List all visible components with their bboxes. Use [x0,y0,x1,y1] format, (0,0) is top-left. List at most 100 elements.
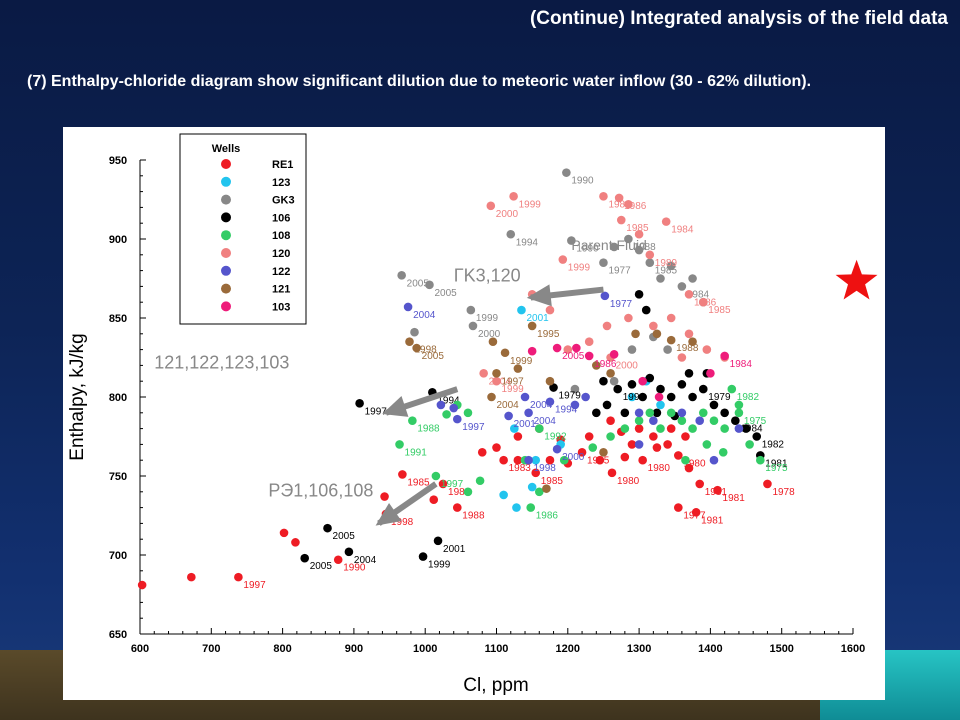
data-point-108 [463,408,473,418]
point-year-label: 1980 [683,458,706,469]
data-point-122 [449,403,459,413]
data-point-RE1 [684,463,694,473]
data-point-103 [584,351,594,361]
data-point-106 [720,408,729,418]
point-year-label: 1992 [544,432,567,443]
data-point-GK3 [410,327,419,337]
data-point-122 [524,455,533,465]
data-point-121 [606,369,615,378]
point-year-label: 1985 [708,305,731,316]
data-point-120 [698,297,708,307]
data-point-108 [431,471,441,481]
point-year-label: 1980 [648,463,671,474]
data-point-108 [666,408,676,418]
point-year-label: 1997 [462,422,485,433]
data-point-122 [634,440,644,449]
data-point-106 [638,392,647,402]
data-point-121 [592,361,601,370]
point-year-label: 2005 [310,561,333,572]
data-point-108 [681,455,690,465]
data-point-GK3 [570,384,580,394]
data-point-123 [512,503,521,512]
enthalpy-chloride-chart: 600 700 800 900 1000 1100 1200 1300 1400 1500 1600… [67,133,878,696]
point-year-label: 2000 [496,209,519,220]
legend-marker-120 [221,248,231,258]
slide-title: (Continue) Integrated analysis of the fi… [529,8,948,29]
point-year-label: 2005 [422,351,445,362]
data-point-RE1 [663,440,672,449]
data-point-121 [688,337,697,346]
data-point-106 [688,392,697,402]
x-tick-label: 1200 [556,643,580,655]
data-point-122 [504,411,513,421]
x-tick-label: 1500 [769,643,793,655]
y-tick-label: 950 [109,155,127,167]
data-point-121 [513,364,523,373]
data-point-106 [592,408,601,418]
data-point-RE1 [380,492,389,501]
data-point-108 [526,503,536,512]
y-tick-label: 700 [109,550,127,562]
legend-label-123: 123 [272,177,290,189]
data-point-106 [731,416,740,426]
annotation-label: 121,122,123,103 [154,353,289,373]
data-point-108 [475,476,485,486]
point-year-label: 1975 [744,416,767,427]
data-point-GK3 [624,234,633,244]
point-year-label: 1998 [415,345,438,356]
data-point-108 [559,455,569,465]
data-point-RE1 [477,448,487,457]
annotation-label: РЭ1,106,108 [268,481,373,501]
data-point-106 [741,424,751,433]
data-point-121 [412,343,421,353]
data-point-RE1 [279,528,289,538]
data-point-103 [654,392,664,402]
data-point-120 [558,255,568,264]
data-point-RE1 [652,443,662,452]
y-tick-label: 750 [109,471,127,483]
data-point-121 [405,337,414,346]
data-point-120 [563,345,573,354]
point-year-label: 1990 [571,176,594,187]
data-point-122 [520,392,530,402]
point-year-label: 1999 [510,356,533,367]
data-point-123 [517,305,526,315]
data-point-GK3 [656,274,665,283]
dilution-arrow-head [382,396,409,417]
point-year-label: 1999 [476,313,499,324]
data-point-RE1 [438,479,448,489]
data-point-120 [666,313,676,323]
data-point-121 [488,337,498,346]
point-year-label: 2000 [478,329,501,340]
data-point-121 [527,321,537,331]
data-point-120 [479,369,488,378]
point-year-label: 1983 [509,463,532,474]
data-point-108 [698,408,708,418]
point-year-label: 1991 [405,447,428,458]
data-point-GK3 [425,280,434,290]
point-year-label: 1997 [441,479,464,490]
data-point-122 [709,455,719,465]
x-tick-label: 900 [345,643,363,655]
point-year-label: 1994 [437,395,460,406]
x-tick-label: 1100 [485,643,509,655]
legend-label-103: 103 [272,301,290,313]
data-point-120 [634,229,644,239]
data-point-RE1 [137,580,147,590]
legend-marker-GK3 [221,194,231,205]
data-point-RE1 [666,424,676,433]
data-point-RE1 [429,495,439,505]
data-point-108 [702,440,712,449]
x-axis-title: Cl, ppm [463,675,528,696]
data-point-106 [752,432,762,441]
data-point-122 [634,408,644,418]
point-year-label: 1982 [608,199,631,210]
point-year-label: 1985 [655,266,678,277]
data-point-121 [492,369,501,378]
x-tick-label: 600 [131,643,149,655]
data-point-123 [531,455,541,465]
data-point-103 [706,369,715,378]
point-year-label: 1998 [391,517,414,528]
data-point-121 [542,484,551,493]
point-year-label: 1988 [462,511,485,522]
